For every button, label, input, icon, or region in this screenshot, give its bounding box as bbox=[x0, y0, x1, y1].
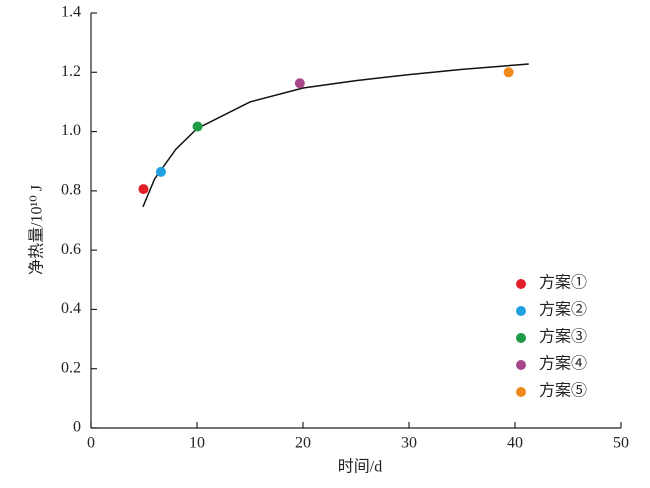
legend-marker bbox=[516, 279, 526, 289]
y-tick-label: 0.8 bbox=[61, 182, 81, 199]
legend-label: 方案③ bbox=[539, 328, 587, 346]
legend-marker bbox=[516, 360, 526, 370]
y-tick-label: 1.4 bbox=[61, 4, 81, 21]
legend-label: 方案① bbox=[539, 274, 587, 292]
point bbox=[138, 184, 149, 195]
legend-label: 方案④ bbox=[539, 355, 587, 373]
point bbox=[294, 78, 305, 89]
y-tick-label: 0.2 bbox=[61, 359, 81, 376]
y-tick-label: 0 bbox=[73, 419, 81, 436]
x-tick-label: 40 bbox=[507, 435, 523, 452]
x-tick-label: 30 bbox=[401, 435, 417, 452]
y-axis-label: 净热量/10¹⁰ J bbox=[28, 185, 46, 275]
y-tick-label: 0.6 bbox=[61, 241, 81, 258]
fit-curve bbox=[142, 63, 529, 208]
x-tick-label: 10 bbox=[189, 435, 205, 452]
legend-label: 方案② bbox=[539, 301, 587, 319]
y-tick-label: 0.4 bbox=[61, 300, 81, 317]
legend-marker bbox=[516, 306, 526, 316]
legend-marker bbox=[516, 387, 526, 397]
x-axis-label: 时间/d bbox=[338, 458, 382, 476]
y-tick-label: 1.2 bbox=[61, 63, 81, 80]
point bbox=[155, 166, 166, 177]
legend-marker bbox=[516, 333, 526, 343]
x-tick-label: 0 bbox=[87, 435, 95, 452]
legend-label: 方案⑤ bbox=[539, 382, 587, 400]
point bbox=[192, 121, 203, 132]
point bbox=[503, 67, 514, 78]
x-tick-label: 50 bbox=[613, 435, 629, 452]
x-tick-label: 20 bbox=[295, 435, 311, 452]
y-tick-label: 1.0 bbox=[61, 122, 81, 139]
